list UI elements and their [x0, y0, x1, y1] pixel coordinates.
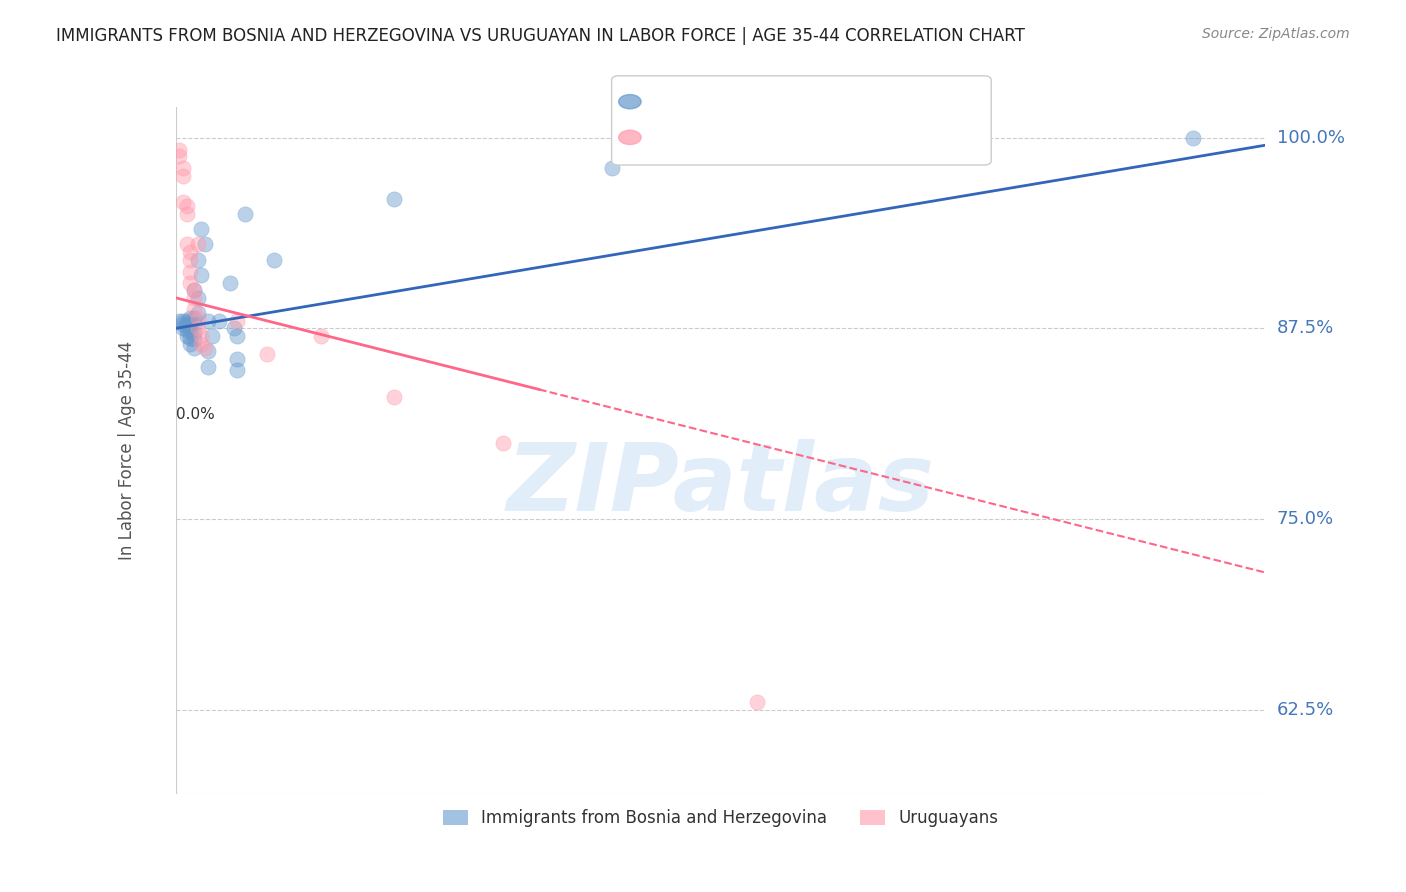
- Point: [176, 199, 198, 213]
- Point: [169, 149, 191, 163]
- Point: [183, 301, 205, 316]
- Point: [183, 317, 205, 331]
- Text: -0.208: -0.208: [707, 129, 766, 147]
- Legend: Immigrants from Bosnia and Herzegovina, Uruguayans: Immigrants from Bosnia and Herzegovina, …: [436, 802, 1005, 834]
- Point: [183, 283, 205, 297]
- Point: [197, 314, 219, 328]
- Text: 0.570: 0.570: [710, 94, 768, 112]
- Text: IMMIGRANTS FROM BOSNIA AND HERZEGOVINA VS URUGUAYAN IN LABOR FORCE | AGE 35-44 C: IMMIGRANTS FROM BOSNIA AND HERZEGOVINA V…: [56, 27, 1025, 45]
- Text: 0.0%: 0.0%: [176, 407, 215, 422]
- Point: [186, 321, 209, 335]
- Point: [172, 314, 194, 328]
- Point: [186, 306, 209, 320]
- Point: [183, 332, 205, 346]
- Point: [190, 222, 212, 236]
- Point: [226, 351, 249, 366]
- Point: [201, 329, 224, 343]
- Point: [183, 310, 205, 325]
- Point: [169, 314, 191, 328]
- Point: [186, 252, 209, 267]
- Point: [176, 207, 198, 221]
- Point: [172, 317, 194, 331]
- Text: 27: 27: [848, 129, 872, 147]
- Text: 87.5%: 87.5%: [1277, 319, 1334, 337]
- Point: [186, 291, 209, 305]
- Point: [382, 192, 405, 206]
- Text: 75.0%: 75.0%: [1277, 510, 1334, 528]
- Point: [190, 336, 212, 351]
- Point: [172, 321, 194, 335]
- Point: [179, 265, 201, 279]
- Point: [745, 695, 768, 709]
- Point: [183, 326, 205, 340]
- Point: [219, 276, 242, 290]
- Text: ZIPatlas: ZIPatlas: [506, 439, 935, 531]
- Point: [176, 314, 198, 328]
- Point: [179, 317, 201, 331]
- Point: [190, 268, 212, 282]
- Point: [197, 344, 219, 359]
- Point: [186, 237, 209, 252]
- Point: [183, 341, 205, 355]
- Point: [179, 330, 201, 344]
- Point: [600, 161, 623, 175]
- Text: R =: R =: [640, 94, 676, 112]
- Point: [172, 194, 194, 209]
- Point: [309, 329, 332, 343]
- Point: [492, 435, 515, 450]
- Point: [179, 310, 201, 325]
- Point: [208, 314, 231, 328]
- Text: Source: ZipAtlas.com: Source: ZipAtlas.com: [1202, 27, 1350, 41]
- Point: [222, 321, 245, 335]
- Point: [197, 359, 219, 374]
- Point: [194, 237, 217, 252]
- Point: [233, 207, 256, 221]
- Point: [179, 336, 201, 351]
- Point: [382, 390, 405, 404]
- Point: [226, 329, 249, 343]
- Text: R =: R =: [640, 129, 676, 147]
- Point: [179, 252, 201, 267]
- Point: [183, 291, 205, 305]
- Point: [186, 310, 209, 325]
- Point: [179, 245, 201, 260]
- Point: [190, 329, 212, 343]
- Text: N =: N =: [794, 129, 831, 147]
- Point: [179, 325, 201, 339]
- Point: [176, 329, 198, 343]
- Point: [179, 276, 201, 290]
- Point: [183, 283, 205, 297]
- Text: In Labor Force | Age 35-44: In Labor Force | Age 35-44: [118, 341, 136, 560]
- Point: [263, 252, 285, 267]
- Point: [176, 237, 198, 252]
- Point: [194, 341, 217, 355]
- Point: [172, 161, 194, 175]
- Text: 62.5%: 62.5%: [1277, 701, 1334, 719]
- Point: [172, 169, 194, 183]
- Text: 100.0%: 100.0%: [1277, 128, 1344, 146]
- Point: [226, 362, 249, 376]
- Point: [176, 318, 198, 333]
- Point: [256, 347, 278, 361]
- Point: [1181, 130, 1204, 145]
- Point: [176, 323, 198, 337]
- Point: [226, 314, 249, 328]
- Text: N =: N =: [794, 94, 831, 112]
- Point: [169, 143, 191, 157]
- Text: 40: 40: [848, 94, 870, 112]
